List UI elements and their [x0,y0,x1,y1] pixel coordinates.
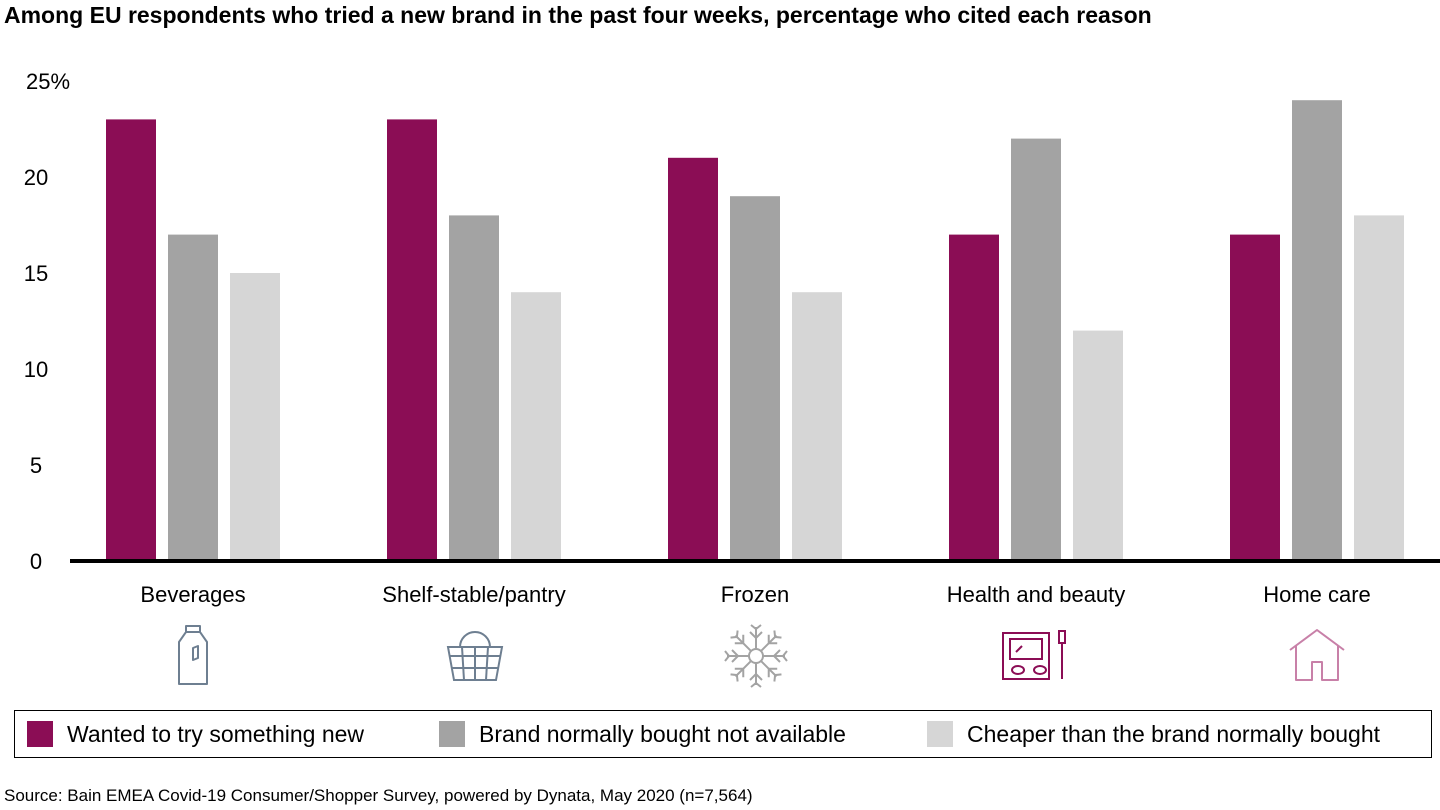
bar [1354,215,1404,561]
milk-bottle-icon [178,625,208,685]
house-icon [1289,629,1345,681]
legend-item-cheaper: Cheaper than the brand normally bought [927,711,1380,757]
y-axis-ticks: 0 5 10 15 20 25% [24,69,70,574]
bar [730,196,780,561]
category-label: Frozen [721,582,789,607]
y-tick-label: 5 [30,453,42,478]
bar [168,234,218,561]
y-tick-label: 0 [30,549,42,574]
legend-label-not-available: Brand normally bought not available [479,720,846,747]
category-label: Shelf-stable/pantry [382,582,565,607]
y-tick-label: 15 [24,261,48,286]
chart-title: Among EU respondents who tried a new bra… [4,2,1152,28]
makeup-palette-icon [1002,630,1066,680]
bar [511,292,561,561]
bar [1292,100,1342,561]
bar [949,234,999,561]
legend-label-cheaper: Cheaper than the brand normally bought [967,720,1381,747]
source-note: Source: Bain EMEA Covid-19 Consumer/Shop… [4,786,753,805]
bar [668,157,718,562]
legend-swatch-try-new [27,721,53,747]
bar [387,119,437,562]
category-label: Beverages [140,582,245,607]
bar [1011,138,1061,561]
legend-item-not-available: Brand normally bought not available [439,711,846,757]
category-icons [178,624,1345,688]
category-labels: Beverages Shelf-stable/pantry Frozen Health… [140,582,1370,607]
legend-item-try-new: Wanted to try something new [27,711,364,757]
bar [1230,234,1280,561]
category-label: Health and beauty [947,582,1126,607]
legend-swatch-cheaper [927,721,953,747]
bar [449,215,499,561]
y-tick-label: 25% [26,69,70,94]
legend-label-try-new: Wanted to try something new [67,720,365,747]
y-tick-label: 10 [24,357,48,382]
category-label: Home care [1263,582,1371,607]
legend-swatch-not-available [439,721,465,747]
snowflake-icon [724,624,788,688]
bar [792,292,842,561]
bar [1073,330,1123,561]
bars [106,100,1404,562]
bar-chart: 0 5 10 15 20 25% Beverages Shelf-stable/pantry… [24,69,1440,688]
bar [106,119,156,562]
y-tick-label: 20 [24,165,48,190]
bar [230,273,280,561]
legend: Wanted to try something new Brand normal… [14,710,1432,758]
shopping-basket-icon [446,631,504,681]
